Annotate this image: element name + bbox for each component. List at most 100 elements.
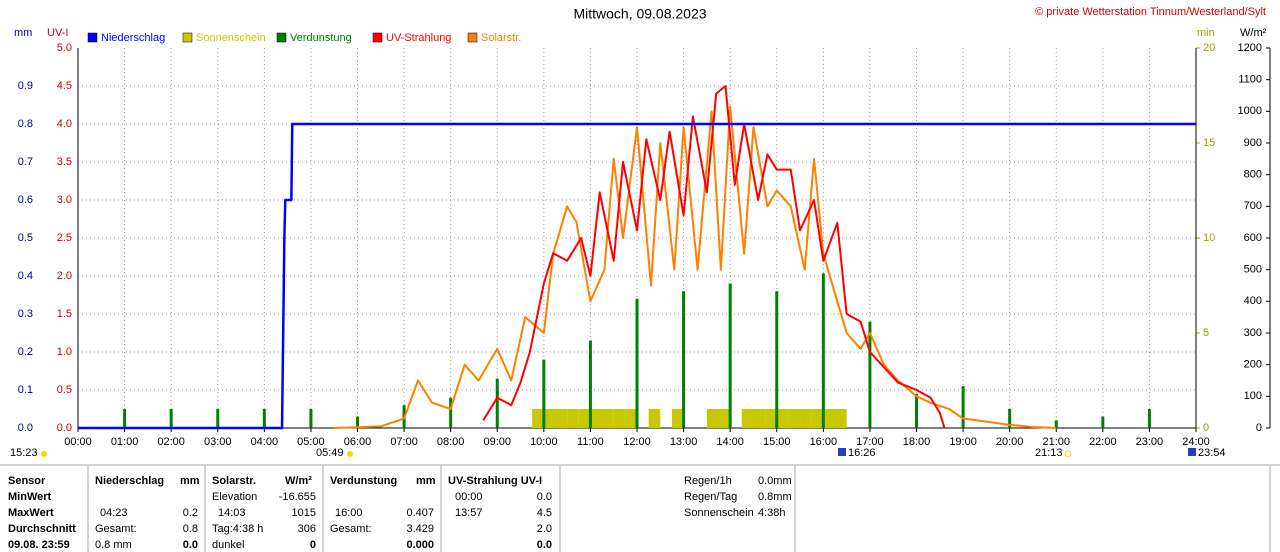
cell: 0.8mm	[758, 491, 792, 503]
y3-tick-label: 10	[1203, 232, 1215, 244]
legend-swatch	[372, 32, 383, 43]
y3-unit: min	[1197, 27, 1215, 39]
sunshine-bar	[753, 409, 766, 428]
sunshine-bar	[648, 409, 661, 428]
sunshine-bar	[590, 409, 603, 428]
sunshine-bar	[823, 409, 835, 428]
y2-tick-label: 3.5	[57, 156, 72, 168]
legend-label: Sonnenschein	[196, 32, 266, 44]
cell: 0.0mm	[758, 475, 792, 487]
x-tick-label: 09:00	[483, 436, 511, 448]
legend-swatch	[182, 32, 193, 43]
icon	[41, 451, 47, 457]
evaporation-spike	[1008, 409, 1012, 428]
y4-unit: W/m²	[1240, 27, 1267, 39]
evaporation-spike	[728, 283, 732, 428]
evaporation-spike	[1054, 420, 1058, 428]
icon	[1064, 450, 1072, 458]
evaporation-spike	[216, 409, 220, 428]
icon	[838, 448, 846, 456]
sunshine-bar	[765, 409, 777, 428]
cell: 0.0	[537, 491, 552, 503]
cell: Regen/1h	[684, 475, 732, 487]
cell: 16:00	[335, 507, 363, 519]
evaporation-spike	[635, 298, 639, 428]
y4-tick-label: 1200	[1238, 42, 1262, 54]
y2-tick-label: 3.0	[57, 194, 72, 206]
sunshine-bar	[543, 409, 556, 428]
chart-title: Mittwoch, 09.08.2023	[573, 6, 706, 22]
legend-label: UV-Strahlung	[386, 32, 451, 44]
y4-tick-label: 300	[1244, 327, 1262, 339]
x-tick-label: 12:00	[623, 436, 651, 448]
cell: 3.429	[406, 523, 434, 535]
x-tick-label: 11:00	[577, 436, 604, 448]
evaporation-spike	[542, 359, 546, 428]
evaporation-spike	[309, 409, 313, 428]
evaporation-spike	[123, 409, 127, 428]
sunshine-bar	[567, 409, 579, 428]
x-tick-label: 01:00	[111, 436, 139, 448]
cell: 0.0	[183, 539, 198, 551]
icon	[347, 451, 353, 457]
evaporation-spike	[868, 321, 872, 428]
y2-tick-label: 1.0	[57, 346, 72, 358]
cell: Verdunstung	[330, 475, 397, 487]
x-tick-label: 21:00	[1042, 436, 1070, 448]
cell: 0.2	[183, 507, 198, 519]
y2-unit: UV-I	[47, 27, 68, 39]
x-tick-label: 19:00	[949, 436, 977, 448]
evaporation-spike	[262, 409, 266, 428]
y-tick-label: 0.3	[18, 308, 33, 320]
evaporation-spike	[775, 291, 779, 428]
legend-swatch	[87, 32, 98, 43]
sunshine-bar	[718, 409, 731, 428]
y2-tick-label: 4.5	[57, 80, 72, 92]
cell: Sonnenschein	[684, 507, 754, 519]
series-line	[482, 85, 946, 429]
y2-tick-label: 2.0	[57, 270, 72, 282]
cell: 306	[298, 523, 316, 535]
sunshine-bar	[671, 409, 684, 428]
sunshine-bar	[532, 409, 544, 428]
annotation: 16:26	[848, 447, 876, 459]
x-tick-label: 14:00	[716, 436, 744, 448]
x-tick-label: 17:00	[856, 436, 884, 448]
cell: W/m²	[285, 475, 312, 487]
sunshine-bar	[613, 409, 626, 428]
y-tick-label: 0.6	[18, 194, 33, 206]
y-tick-label: 0.4	[18, 270, 33, 282]
cell: -16.655	[279, 491, 316, 503]
y4-tick-label: 0	[1256, 422, 1262, 434]
cell: 14:03	[218, 507, 246, 519]
sunshine-bar	[555, 409, 568, 428]
cell: 0.8	[183, 523, 198, 535]
cell: Elevation	[212, 491, 257, 503]
cell: 13:57	[455, 507, 483, 519]
x-tick-label: 08:00	[437, 436, 465, 448]
y3-tick-label: 20	[1203, 42, 1215, 54]
x-tick-label: 03:00	[204, 436, 232, 448]
y-tick-label: 0.2	[18, 346, 33, 358]
y4-tick-label: 1100	[1238, 74, 1262, 86]
y-tick-label: 0.0	[18, 422, 33, 434]
sunshine-bar	[834, 409, 847, 428]
cell: 4:38h	[758, 507, 786, 519]
cell: dunkel	[212, 539, 244, 551]
cell: 0.000	[406, 539, 434, 551]
y-tick-label: 0.9	[18, 80, 33, 92]
cell: Sensor	[8, 475, 46, 487]
annotation: 23:54	[1198, 447, 1226, 459]
x-tick-label: 07:00	[390, 436, 418, 448]
x-tick-label: 18:00	[903, 436, 931, 448]
evaporation-spike	[449, 397, 453, 428]
y4-tick-label: 900	[1244, 137, 1262, 149]
y4-tick-label: 600	[1244, 232, 1262, 244]
cell: 2.0	[537, 523, 552, 535]
cell: 1015	[292, 507, 316, 519]
x-tick-label: 16:00	[810, 436, 838, 448]
x-tick-label: 22:00	[1089, 436, 1117, 448]
legend-swatch	[467, 32, 478, 43]
